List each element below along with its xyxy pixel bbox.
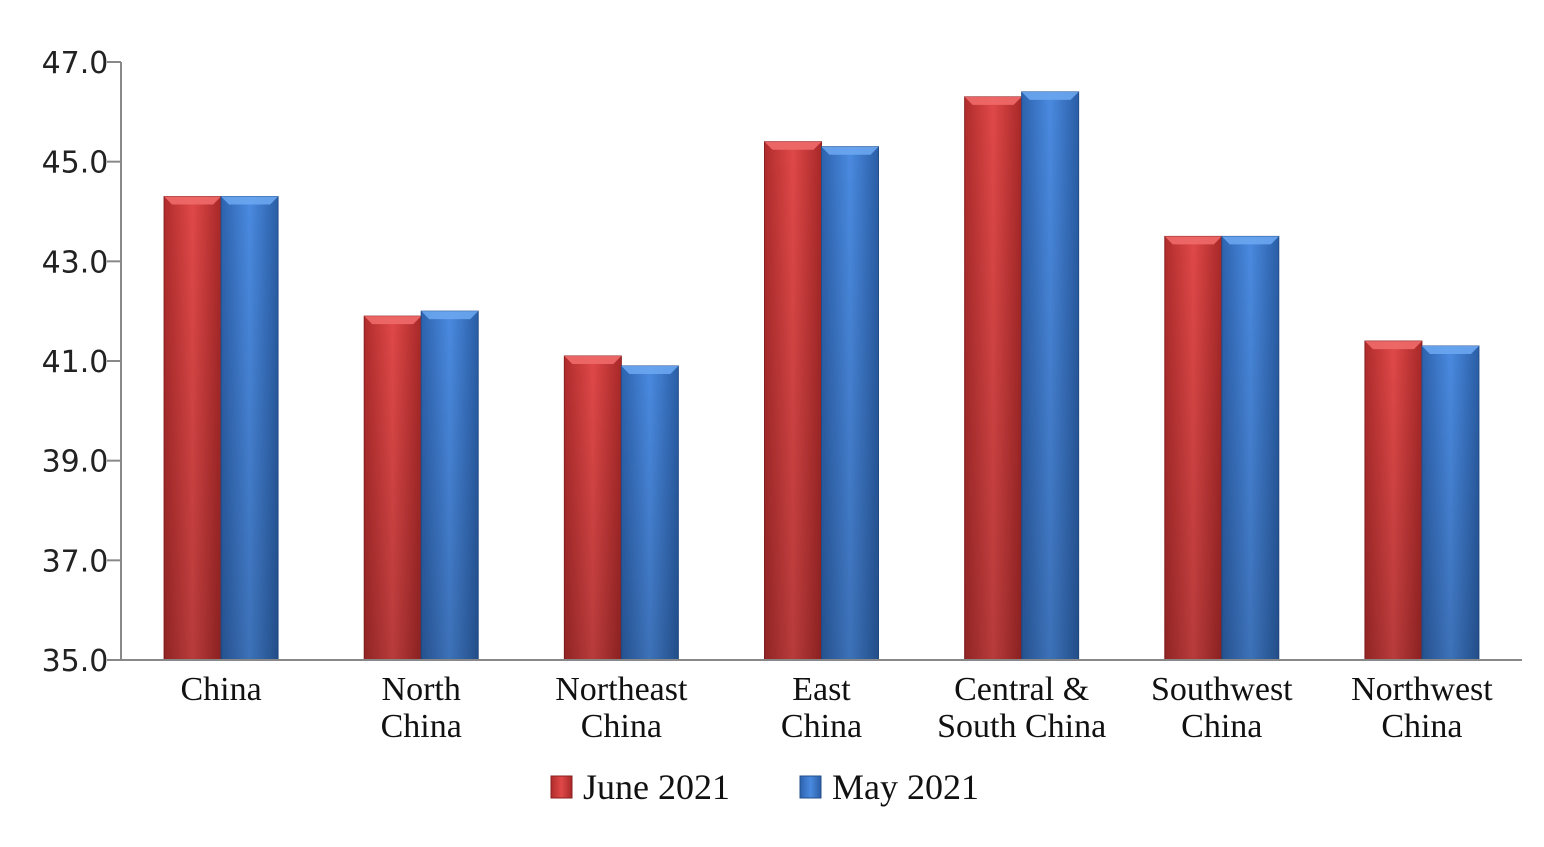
bar-shade bbox=[164, 196, 222, 661]
bar-shade bbox=[821, 146, 879, 660]
bar-bevel bbox=[1021, 91, 1079, 100]
bar-may-2021 bbox=[1021, 91, 1080, 661]
x-category-label: China bbox=[381, 708, 462, 745]
y-tick-label: 41.0 bbox=[42, 345, 109, 380]
bar-bevel bbox=[964, 96, 1022, 105]
bar-june-2021 bbox=[363, 315, 422, 661]
bar-bevel bbox=[621, 365, 679, 374]
bar-june-2021 bbox=[764, 141, 822, 661]
bar-shade bbox=[564, 356, 622, 660]
legend-swatch bbox=[799, 775, 822, 799]
legend-label: May 2021 bbox=[832, 767, 979, 807]
bar-bevel bbox=[564, 356, 622, 365]
y-tick-label: 39.0 bbox=[42, 445, 109, 480]
x-category-label: East bbox=[792, 671, 851, 708]
y-tick-labels: 35.0 37.0 39.0 41.0 43.0 45.0 47.0 bbox=[42, 46, 121, 679]
bar-shade bbox=[421, 311, 479, 660]
y-tick-label: 47.0 bbox=[42, 46, 109, 81]
bar-bevel bbox=[421, 311, 479, 320]
bar-may-2021 bbox=[220, 196, 279, 661]
bar-bevel bbox=[764, 141, 822, 150]
x-category-label: China bbox=[1381, 708, 1462, 745]
legend-june-2021: June 2021 bbox=[550, 767, 730, 807]
x-category-label: Northwest bbox=[1351, 671, 1493, 708]
bar-bevel bbox=[1221, 236, 1279, 245]
legend-swatch bbox=[550, 775, 573, 799]
x-category-label: Central & bbox=[954, 671, 1089, 708]
bar-shade bbox=[1421, 346, 1479, 660]
x-category-label: China bbox=[180, 671, 261, 708]
bar-may-2021 bbox=[1221, 235, 1280, 661]
bar-may-2021 bbox=[620, 365, 679, 661]
bar-bevel bbox=[1364, 341, 1422, 350]
bar-bevel bbox=[1164, 236, 1222, 245]
bar-may-2021 bbox=[1421, 345, 1480, 661]
x-category-label: Southwest bbox=[1151, 671, 1293, 708]
x-category-label: Northeast bbox=[555, 671, 688, 708]
bar-june-2021 bbox=[163, 196, 222, 661]
bar-shade bbox=[364, 316, 422, 660]
bar-june-2021 bbox=[1364, 340, 1423, 661]
y-tick-label: 43.0 bbox=[42, 245, 109, 280]
legend-label: June 2021 bbox=[583, 767, 730, 807]
y-tick-label: 37.0 bbox=[42, 544, 109, 579]
bar-bevel bbox=[221, 196, 279, 205]
bar-bevel bbox=[364, 316, 422, 325]
x-category-labels: China NorthChinaNortheastChinaEastChinaCe… bbox=[180, 671, 1493, 745]
y-tick-label: 45.0 bbox=[42, 146, 109, 181]
bar-shade bbox=[1021, 91, 1079, 660]
bar-june-2021 bbox=[1164, 235, 1223, 661]
bar-bevel bbox=[821, 146, 879, 155]
y-tick-label: 35.0 bbox=[42, 644, 109, 679]
x-category-label: China bbox=[581, 708, 662, 745]
legend-may-2021: May 2021 bbox=[799, 767, 979, 807]
bar-shade bbox=[1164, 236, 1222, 660]
bar-shade bbox=[621, 365, 679, 660]
bar-may-2021 bbox=[821, 146, 879, 661]
bar-shade bbox=[221, 196, 279, 661]
bar-shade bbox=[1221, 236, 1279, 660]
bar-june-2021 bbox=[563, 355, 622, 661]
bar-june-2021 bbox=[964, 96, 1023, 661]
bars-layer bbox=[163, 91, 1480, 661]
bar-bevel bbox=[1421, 346, 1479, 355]
bar-shade bbox=[1364, 341, 1422, 660]
bar-shade bbox=[964, 96, 1022, 661]
x-category-label: South China bbox=[937, 708, 1106, 745]
bar-bevel bbox=[164, 196, 222, 205]
x-category-label: China bbox=[1181, 708, 1262, 745]
bar-shade bbox=[764, 141, 822, 660]
x-category-label: China bbox=[781, 708, 862, 745]
x-category-label: North bbox=[382, 671, 461, 708]
bar-may-2021 bbox=[420, 310, 479, 661]
legend: June 2021 May 2021 bbox=[550, 767, 979, 807]
